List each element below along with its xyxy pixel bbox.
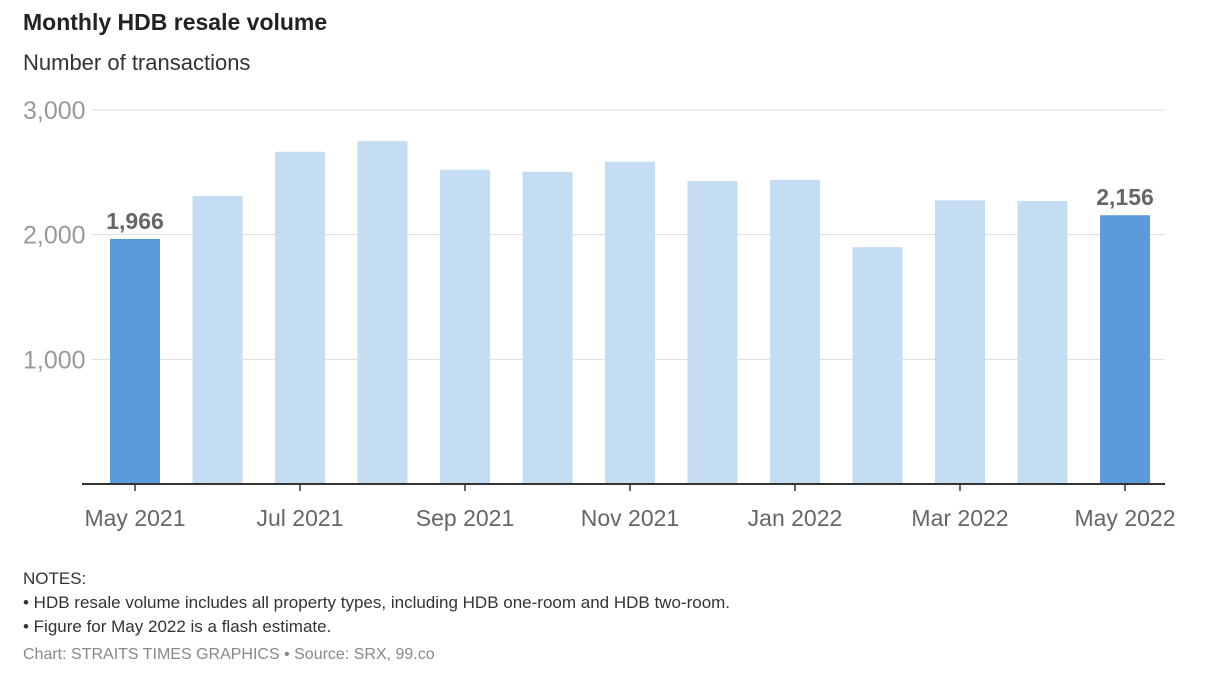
bar: [852, 247, 903, 484]
bar: [1100, 215, 1150, 484]
x-tick-label: Nov 2021: [581, 505, 679, 531]
bar: [275, 151, 325, 484]
x-tick-label: Mar 2022: [911, 505, 1008, 531]
bar-chart: 1,000 2,000 3,000 May 2021 Jul 2021 Sep 2021 N…: [23, 97, 1176, 531]
bar: [110, 238, 160, 484]
chart-credit: Chart: STRAITS TIMES GRAPHICS • Source: …: [23, 646, 435, 663]
y-tick-label: 2,000: [23, 222, 86, 250]
x-tick-label: May 2021: [84, 505, 185, 531]
bar: [770, 179, 820, 484]
notes-heading: NOTES:: [23, 569, 87, 588]
bar: [357, 141, 408, 484]
notes-line-2: • Figure for May 2022 is a flash estimat…: [23, 617, 332, 636]
bar: [605, 161, 655, 484]
x-tick-label: May 2022: [1074, 505, 1175, 531]
x-tick-label: Sep 2021: [416, 505, 514, 531]
data-label: 1,966: [106, 208, 164, 234]
bar: [1017, 201, 1068, 485]
bar: [192, 196, 243, 484]
x-tick-label: Jan 2022: [748, 505, 843, 531]
bar: [522, 171, 573, 484]
notes: NOTES: • HDB resale volume includes all …: [23, 567, 730, 639]
chart-title: Monthly HDB resale volume: [23, 9, 328, 35]
bar: [440, 169, 490, 484]
x-tick-label: Jul 2021: [257, 505, 344, 531]
notes-line-1: • HDB resale volume includes all propert…: [23, 593, 731, 612]
y-tick-label: 1,000: [23, 346, 86, 374]
bar: [935, 200, 985, 484]
bar: [687, 181, 738, 484]
chart-subtitle: Number of transactions: [23, 50, 251, 75]
data-label: 2,156: [1096, 184, 1154, 210]
y-tick-label: 3,000: [23, 97, 86, 125]
